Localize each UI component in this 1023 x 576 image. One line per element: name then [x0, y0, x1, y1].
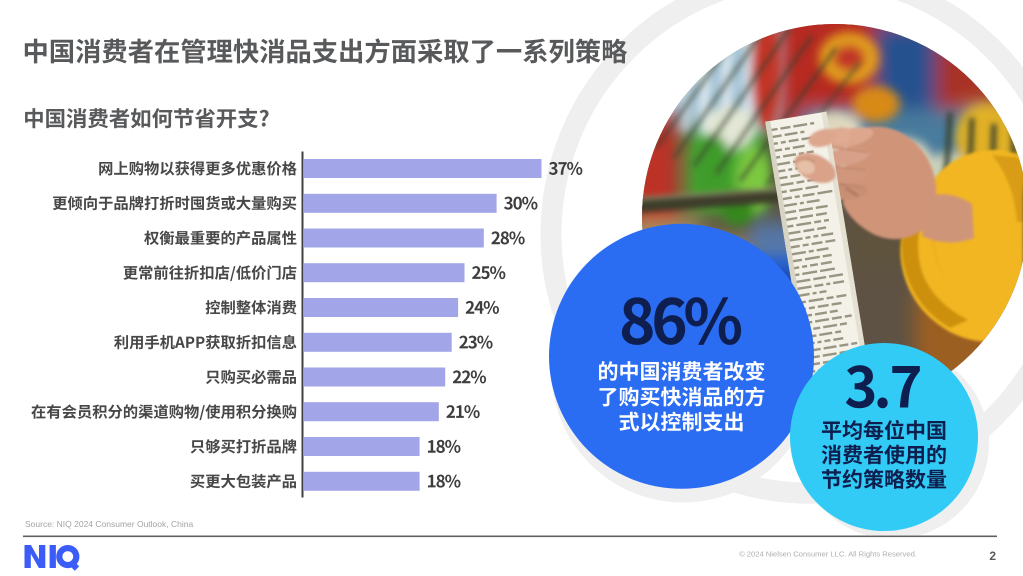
svg-text:Source: NIQ 2024 Consumer Outl: Source: NIQ 2024 Consumer Outlook, China — [25, 519, 193, 529]
svg-text:© 2024 Nielsen Consumer LLC. A: © 2024 Nielsen Consumer LLC. All Rights … — [739, 550, 917, 559]
svg-text:2: 2 — [989, 549, 996, 563]
